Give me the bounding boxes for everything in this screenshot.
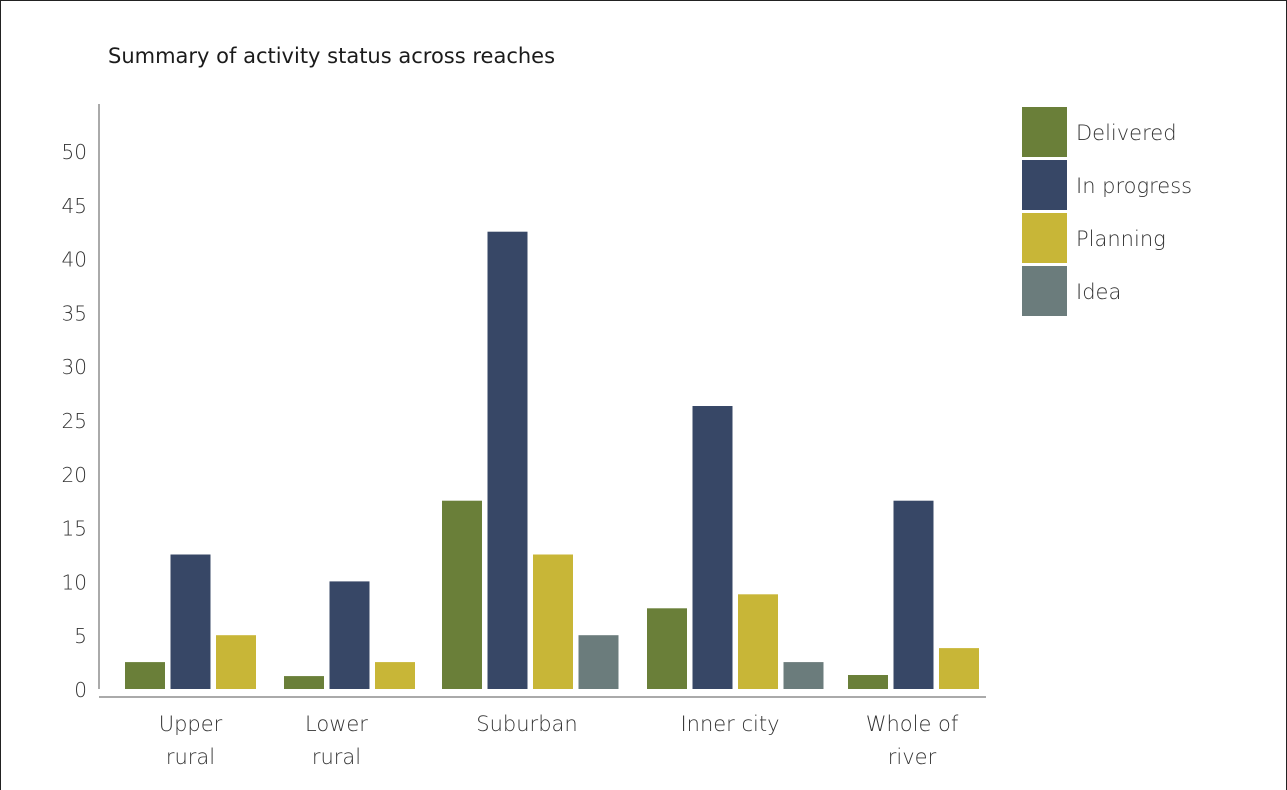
- legend-label: In progress: [1076, 174, 1192, 198]
- bar-delivered: [284, 676, 324, 689]
- legend-label: Idea: [1076, 280, 1121, 304]
- x-category-label: Inner city: [680, 712, 779, 736]
- y-tick-label: 20: [62, 463, 87, 487]
- y-tick-label: 40: [62, 248, 87, 272]
- bar-in-progress: [329, 581, 370, 689]
- y-tick-label: 0: [74, 678, 87, 702]
- x-axis: Upper rural Lower rural Suburban Inner city Wh…: [99, 696, 986, 769]
- bar-planning: [533, 554, 573, 689]
- x-category-label: Suburban: [476, 712, 577, 736]
- bar-idea: [578, 635, 619, 689]
- x-category-label: river: [888, 745, 937, 769]
- y-tick-label: 15: [62, 517, 87, 541]
- bar-planning: [939, 648, 979, 689]
- y-tick-label: 25: [62, 409, 87, 433]
- x-category-label: Lower: [305, 712, 368, 736]
- bar-delivered: [442, 500, 482, 689]
- legend-swatch: [1022, 160, 1067, 210]
- y-tick-label: 10: [62, 570, 87, 594]
- legend-swatch: [1022, 107, 1067, 157]
- x-category-label: rural: [312, 745, 361, 769]
- y-tick-label: 30: [62, 355, 87, 379]
- bar-in-progress: [170, 554, 211, 689]
- x-category-label: Upper: [159, 712, 223, 736]
- legend-swatch: [1022, 213, 1067, 263]
- chart-title: Summary of activity status across reache…: [108, 44, 556, 68]
- legend-label: Planning: [1076, 227, 1166, 251]
- bar-in-progress: [692, 406, 733, 689]
- legend: Delivered In progress Planning Idea: [1022, 107, 1192, 316]
- y-tick-label: 35: [62, 301, 87, 325]
- legend-label: Delivered: [1076, 121, 1177, 145]
- bar-idea: [783, 662, 824, 689]
- bar-planning: [738, 594, 778, 689]
- y-tick-label: 5: [74, 624, 87, 648]
- bar-delivered: [125, 662, 165, 689]
- bar-in-progress: [893, 500, 934, 689]
- bar-delivered: [848, 675, 888, 689]
- y-axis: 0 5 10 15 20 25 30 35 40 45 50: [62, 104, 100, 702]
- x-category-label: rural: [166, 745, 215, 769]
- y-tick-label: 45: [62, 194, 87, 218]
- bar-in-progress: [487, 231, 528, 689]
- x-category-label: Whole of: [866, 712, 959, 736]
- y-tick-label: 50: [62, 140, 87, 164]
- bar-planning: [375, 662, 415, 689]
- bars: [125, 231, 979, 689]
- bar-delivered: [647, 608, 687, 689]
- bar-planning: [216, 635, 256, 689]
- legend-swatch: [1022, 266, 1067, 316]
